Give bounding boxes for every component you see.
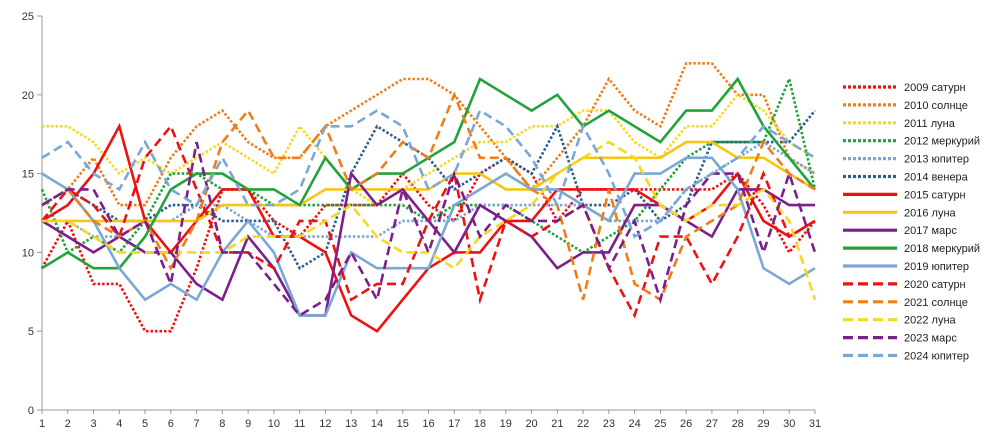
y-tick-label: 5 (28, 326, 34, 338)
series-lines (40, 61, 817, 333)
x-tick-label: 6 (168, 418, 174, 430)
legend-label: 2015 сатурн (904, 189, 966, 201)
legend-label: 2018 меркурий (904, 243, 980, 255)
x-tick-label: 11 (294, 418, 305, 430)
legend-label: 2020 сатурн (904, 279, 966, 291)
x-axis: 1 2 3 4 5 6 7 8 9 10 11 12 13 14 15 16 17 18 19 20 21 22 23 24 2… (39, 409, 821, 430)
legend-label: 2012 меркурий (904, 136, 980, 148)
x-tick-label: 20 (525, 418, 537, 430)
y-axis: 0 5 10 15 20 25 (22, 11, 43, 417)
legend-label: 2022 луна (904, 315, 957, 327)
x-tick-label: 10 (268, 418, 280, 430)
x-tick-label: 8 (219, 418, 225, 430)
x-tick-label: 13 (345, 418, 357, 430)
x-tick-label: 21 (551, 418, 563, 430)
x-tick-label: 29 (757, 418, 769, 430)
x-tick-label: 31 (809, 418, 821, 430)
legend-label: 2009 сатурн (904, 82, 966, 94)
x-tick-label: 18 (474, 418, 486, 430)
x-tick-label: 25 (654, 418, 666, 430)
y-tick-label: 15 (22, 169, 34, 181)
x-tick-label: 3 (90, 418, 96, 430)
x-tick-label: 4 (116, 418, 122, 430)
x-tick-label: 5 (142, 418, 148, 430)
legend-label: 2017 марс (904, 225, 957, 237)
x-tick-label: 17 (448, 418, 460, 430)
legend-label: 2019 юпитер (904, 261, 969, 273)
legend-label: 2010 солнце (904, 100, 968, 112)
y-tick-label: 0 (28, 405, 34, 417)
legend-label: 2016 луна (904, 207, 957, 219)
legend-label: 2014 венера (904, 172, 969, 184)
x-tick-label: 14 (371, 418, 383, 430)
x-tick-label: 2 (65, 418, 71, 430)
legend-label: 2024 юпитер (904, 351, 969, 363)
x-tick-label: 22 (577, 418, 589, 430)
x-tick-label: 23 (603, 418, 615, 430)
series-line-15 (41, 108, 816, 239)
x-tick-label: 28 (732, 418, 744, 430)
x-tick-label: 1 (39, 418, 45, 430)
x-tick-label: 9 (245, 418, 251, 430)
x-tick-label: 16 (422, 418, 434, 430)
x-tick-label: 27 (706, 418, 718, 430)
y-tick-label: 10 (22, 247, 34, 259)
series-line-13 (42, 140, 817, 301)
x-tick-label: 24 (629, 418, 641, 430)
series-line-7 (42, 140, 816, 223)
series-line-10 (41, 156, 816, 317)
series-line-14 (41, 141, 817, 318)
x-tick-label: 19 (500, 418, 512, 430)
y-tick-label: 20 (22, 90, 34, 102)
series-line-12 (41, 91, 816, 302)
legend: 2009 сатурн 2010 солнце 2011 луна 2012 мерк… (843, 82, 980, 363)
legend-label: 2021 солнце (904, 297, 968, 309)
x-tick-label: 12 (319, 418, 331, 430)
x-tick-label: 7 (194, 418, 200, 430)
x-tick-label: 30 (783, 418, 795, 430)
y-tick-label: 25 (22, 11, 34, 23)
series-line-1 (41, 61, 816, 207)
series-line-3 (40, 74, 817, 255)
x-tick-label: 26 (680, 418, 692, 430)
legend-label: 2011 луна (904, 118, 956, 130)
legend-label: 2013 юпитер (904, 154, 969, 166)
x-tick-label: 15 (397, 418, 409, 430)
legend-label: 2023 марс (904, 333, 957, 345)
